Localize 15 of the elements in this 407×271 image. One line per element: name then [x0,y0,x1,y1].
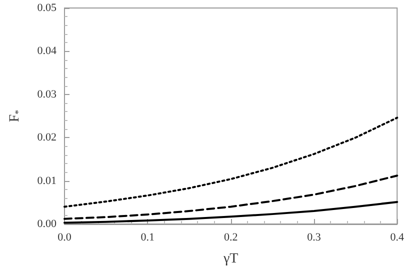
y-tick-label: 0.04 [37,45,57,58]
y-tick-label: 0.02 [37,132,56,144]
y-tick-label: 0.01 [37,174,56,187]
y-tick-label: 0.05 [37,2,57,14]
y-axis-title: F* [8,109,23,122]
x-tick-label: 0.3 [307,232,322,244]
x-tick-label: 0.4 [390,232,404,244]
x-tick-label: 0.0 [58,232,72,244]
x-axis-title: γT [222,252,239,266]
y-tick-label: 0.00 [37,218,57,230]
x-tick-label: 0.1 [140,232,155,244]
y-tick-label: 0.03 [37,88,57,100]
line-series [64,116,398,208]
line-series [64,174,398,220]
x-tick-label: 0.2 [224,232,238,244]
